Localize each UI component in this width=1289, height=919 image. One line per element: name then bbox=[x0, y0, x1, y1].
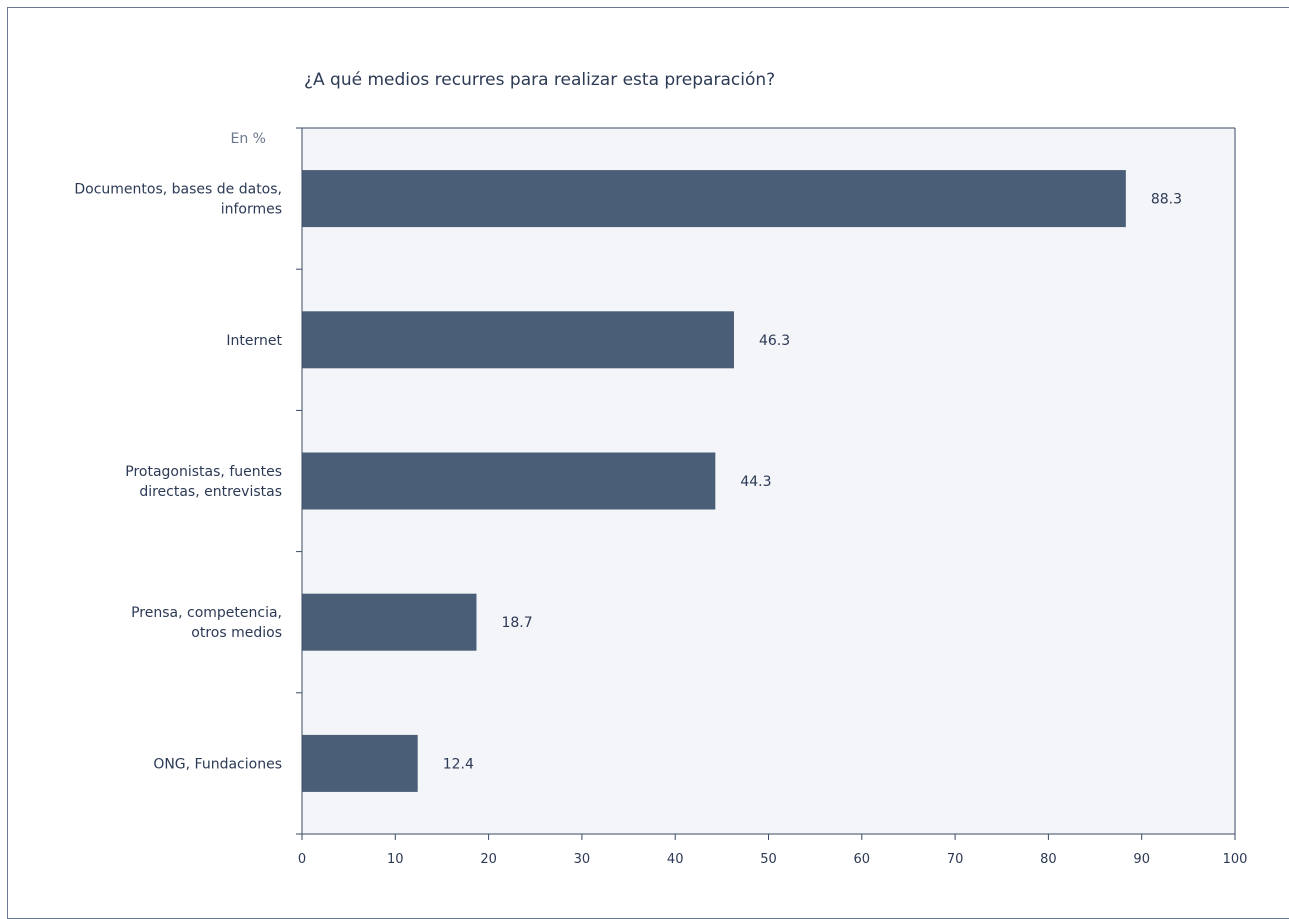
x-tick-label: 10 bbox=[387, 852, 404, 867]
value-label: 44.3 bbox=[740, 474, 771, 490]
value-label: 46.3 bbox=[759, 333, 790, 349]
category-label: Protagonistas, fuentes directas, entrevis… bbox=[125, 464, 282, 500]
x-tick-label: 90 bbox=[1133, 852, 1150, 867]
category-label: Prensa, competencia, otros medios bbox=[131, 605, 282, 641]
axes-group: 0 10 20 30 40 50 60 70 80 90 100 bbox=[296, 127, 1248, 867]
x-tick-label: 40 bbox=[667, 852, 684, 867]
x-tick-label: 20 bbox=[480, 852, 497, 867]
x-tick-label: 70 bbox=[947, 852, 964, 867]
value-label: 12.4 bbox=[443, 756, 474, 772]
unit-label: En % bbox=[231, 131, 266, 147]
value-labels-group: 88.3 46.3 44.3 18.7 12.4 bbox=[443, 192, 1182, 773]
bar bbox=[302, 452, 716, 510]
category-label: Documentos, bases de datos, informes bbox=[74, 182, 282, 218]
category-labels-group: Documentos, bases de datos, informes Inter… bbox=[74, 182, 282, 773]
category-label: Internet bbox=[226, 333, 282, 349]
value-label: 88.3 bbox=[1151, 192, 1182, 208]
category-label: ONG, Fundaciones bbox=[153, 756, 282, 772]
value-label: 18.7 bbox=[501, 615, 532, 631]
x-tick-label: 0 bbox=[298, 852, 306, 867]
x-tick-label: 50 bbox=[760, 852, 777, 867]
bar bbox=[302, 734, 418, 792]
x-tick-label: 80 bbox=[1040, 852, 1057, 867]
x-tick-label: 100 bbox=[1223, 852, 1248, 867]
x-tick-label: 60 bbox=[854, 852, 871, 867]
x-tick-label: 30 bbox=[574, 852, 591, 867]
bars-group bbox=[302, 170, 1126, 792]
chart-title: ¿A qué medios recurres para realizar est… bbox=[304, 70, 775, 90]
bar bbox=[302, 170, 1126, 228]
bar bbox=[302, 593, 477, 651]
bar bbox=[302, 311, 734, 369]
